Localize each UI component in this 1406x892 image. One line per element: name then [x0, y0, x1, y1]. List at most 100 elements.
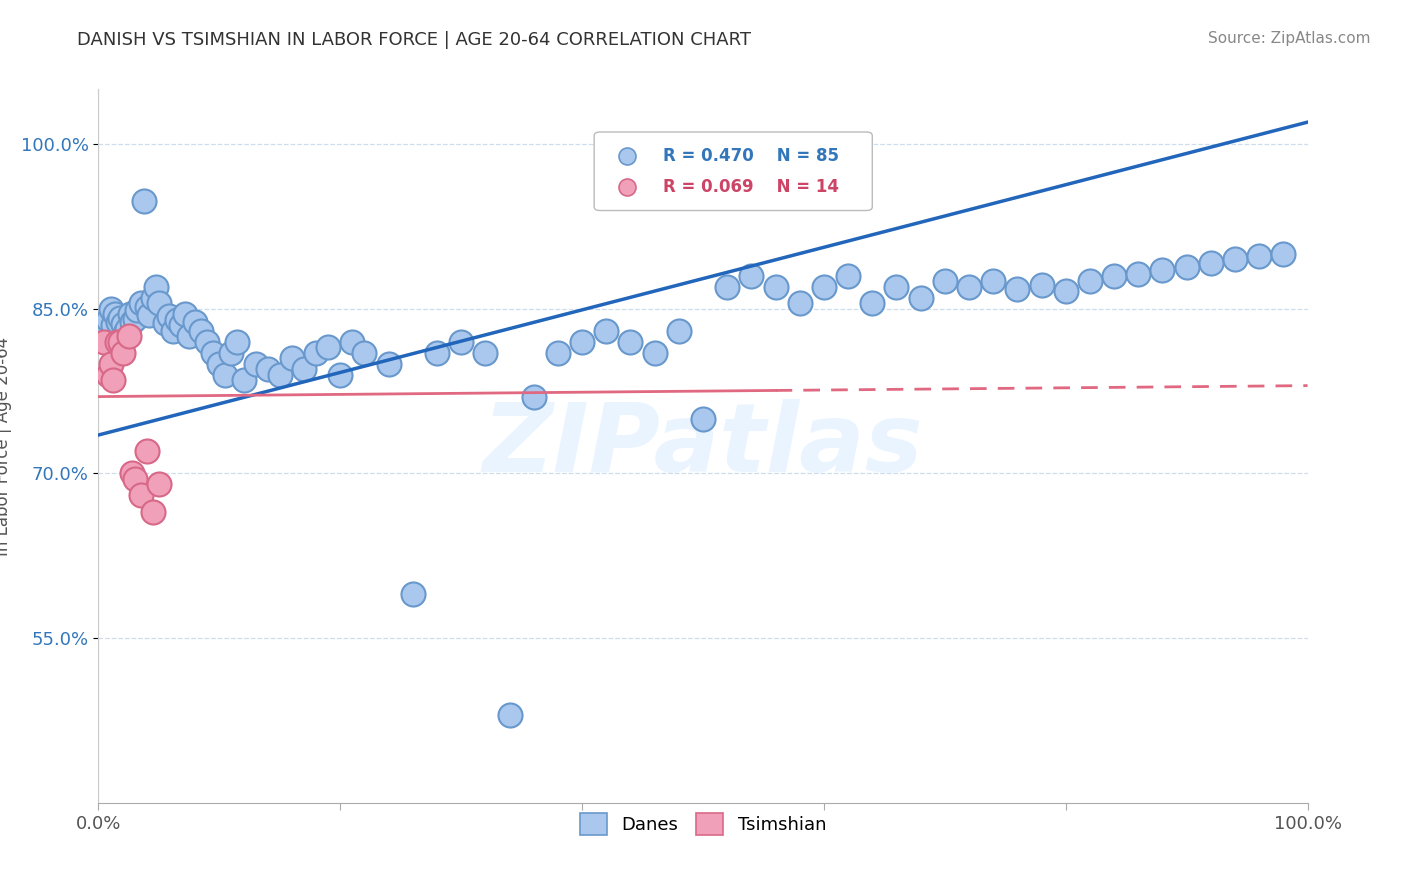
- Point: [195, 334, 218, 349]
- Point: [142, 291, 165, 305]
- Point: [121, 467, 143, 481]
- Text: DANISH VS TSIMSHIAN IN LABOR FORCE | AGE 20-64 CORRELATION CHART: DANISH VS TSIMSHIAN IN LABOR FORCE | AGE…: [77, 31, 751, 49]
- Point: [142, 505, 165, 519]
- Point: [353, 345, 375, 359]
- Point: [145, 280, 167, 294]
- Point: [97, 312, 120, 326]
- Point: [692, 411, 714, 425]
- Point: [305, 345, 328, 359]
- Point: [101, 373, 124, 387]
- Point: [316, 340, 339, 354]
- Point: [135, 300, 157, 314]
- Point: [1054, 284, 1077, 298]
- Point: [789, 296, 811, 310]
- Point: [547, 345, 569, 359]
- Point: [111, 345, 134, 359]
- Text: Source: ZipAtlas.com: Source: ZipAtlas.com: [1208, 31, 1371, 46]
- Point: [619, 334, 641, 349]
- Point: [121, 315, 143, 329]
- Point: [595, 324, 617, 338]
- Point: [1152, 263, 1174, 277]
- Point: [957, 280, 980, 294]
- Point: [226, 334, 249, 349]
- Point: [138, 309, 160, 323]
- Point: [329, 368, 352, 382]
- Y-axis label: In Labor Force | Age 20-64: In Labor Force | Age 20-64: [0, 336, 13, 556]
- Text: R = 0.470    N = 85: R = 0.470 N = 85: [664, 146, 839, 164]
- Point: [886, 280, 908, 294]
- Point: [523, 390, 546, 404]
- Point: [108, 310, 131, 325]
- Point: [716, 280, 738, 294]
- Point: [644, 345, 666, 359]
- Point: [114, 326, 136, 340]
- Point: [107, 315, 129, 329]
- Point: [934, 274, 956, 288]
- Point: [97, 368, 120, 382]
- Point: [108, 334, 131, 349]
- Point: [498, 708, 520, 723]
- Point: [169, 318, 191, 333]
- Point: [179, 329, 201, 343]
- Point: [100, 301, 122, 316]
- Point: [426, 345, 449, 359]
- Point: [157, 310, 180, 324]
- Text: R = 0.069    N = 14: R = 0.069 N = 14: [664, 178, 839, 196]
- Point: [162, 324, 184, 338]
- Point: [166, 312, 188, 326]
- Point: [1007, 282, 1029, 296]
- Point: [1175, 260, 1198, 274]
- Point: [127, 302, 149, 317]
- Point: [813, 280, 835, 294]
- Point: [153, 316, 176, 330]
- Point: [214, 368, 236, 382]
- Point: [208, 357, 231, 371]
- Point: [981, 274, 1004, 288]
- Point: [616, 239, 638, 253]
- Point: [148, 296, 170, 310]
- Point: [402, 587, 425, 601]
- Point: [1272, 247, 1295, 261]
- Point: [342, 334, 364, 349]
- Point: [232, 373, 254, 387]
- Point: [740, 268, 762, 283]
- Point: [1249, 249, 1271, 263]
- Point: [256, 362, 278, 376]
- Point: [281, 351, 304, 366]
- Point: [105, 334, 128, 349]
- Point: [129, 296, 152, 310]
- Point: [135, 444, 157, 458]
- Point: [1078, 274, 1101, 288]
- Point: [118, 307, 141, 321]
- Point: [124, 472, 146, 486]
- Point: [837, 268, 859, 283]
- Point: [134, 194, 156, 209]
- Point: [1199, 255, 1222, 269]
- Point: [111, 317, 134, 331]
- Point: [450, 334, 472, 349]
- Point: [124, 311, 146, 326]
- Point: [377, 357, 399, 371]
- Point: [104, 307, 127, 321]
- Legend: Danes, Tsimshian: Danes, Tsimshian: [571, 804, 835, 844]
- Point: [910, 291, 932, 305]
- Point: [860, 296, 883, 310]
- Point: [118, 329, 141, 343]
- Point: [668, 324, 690, 338]
- Point: [93, 334, 115, 349]
- Point: [101, 318, 124, 333]
- Point: [571, 334, 593, 349]
- Point: [1031, 277, 1053, 292]
- Point: [129, 488, 152, 502]
- Point: [269, 368, 291, 382]
- Point: [93, 324, 115, 338]
- Point: [174, 307, 197, 321]
- Point: [245, 357, 267, 371]
- Point: [616, 287, 638, 301]
- Text: ZIPatlas: ZIPatlas: [482, 400, 924, 492]
- Point: [292, 362, 315, 376]
- Point: [765, 280, 787, 294]
- Point: [221, 345, 243, 359]
- Point: [474, 345, 496, 359]
- Point: [117, 321, 139, 335]
